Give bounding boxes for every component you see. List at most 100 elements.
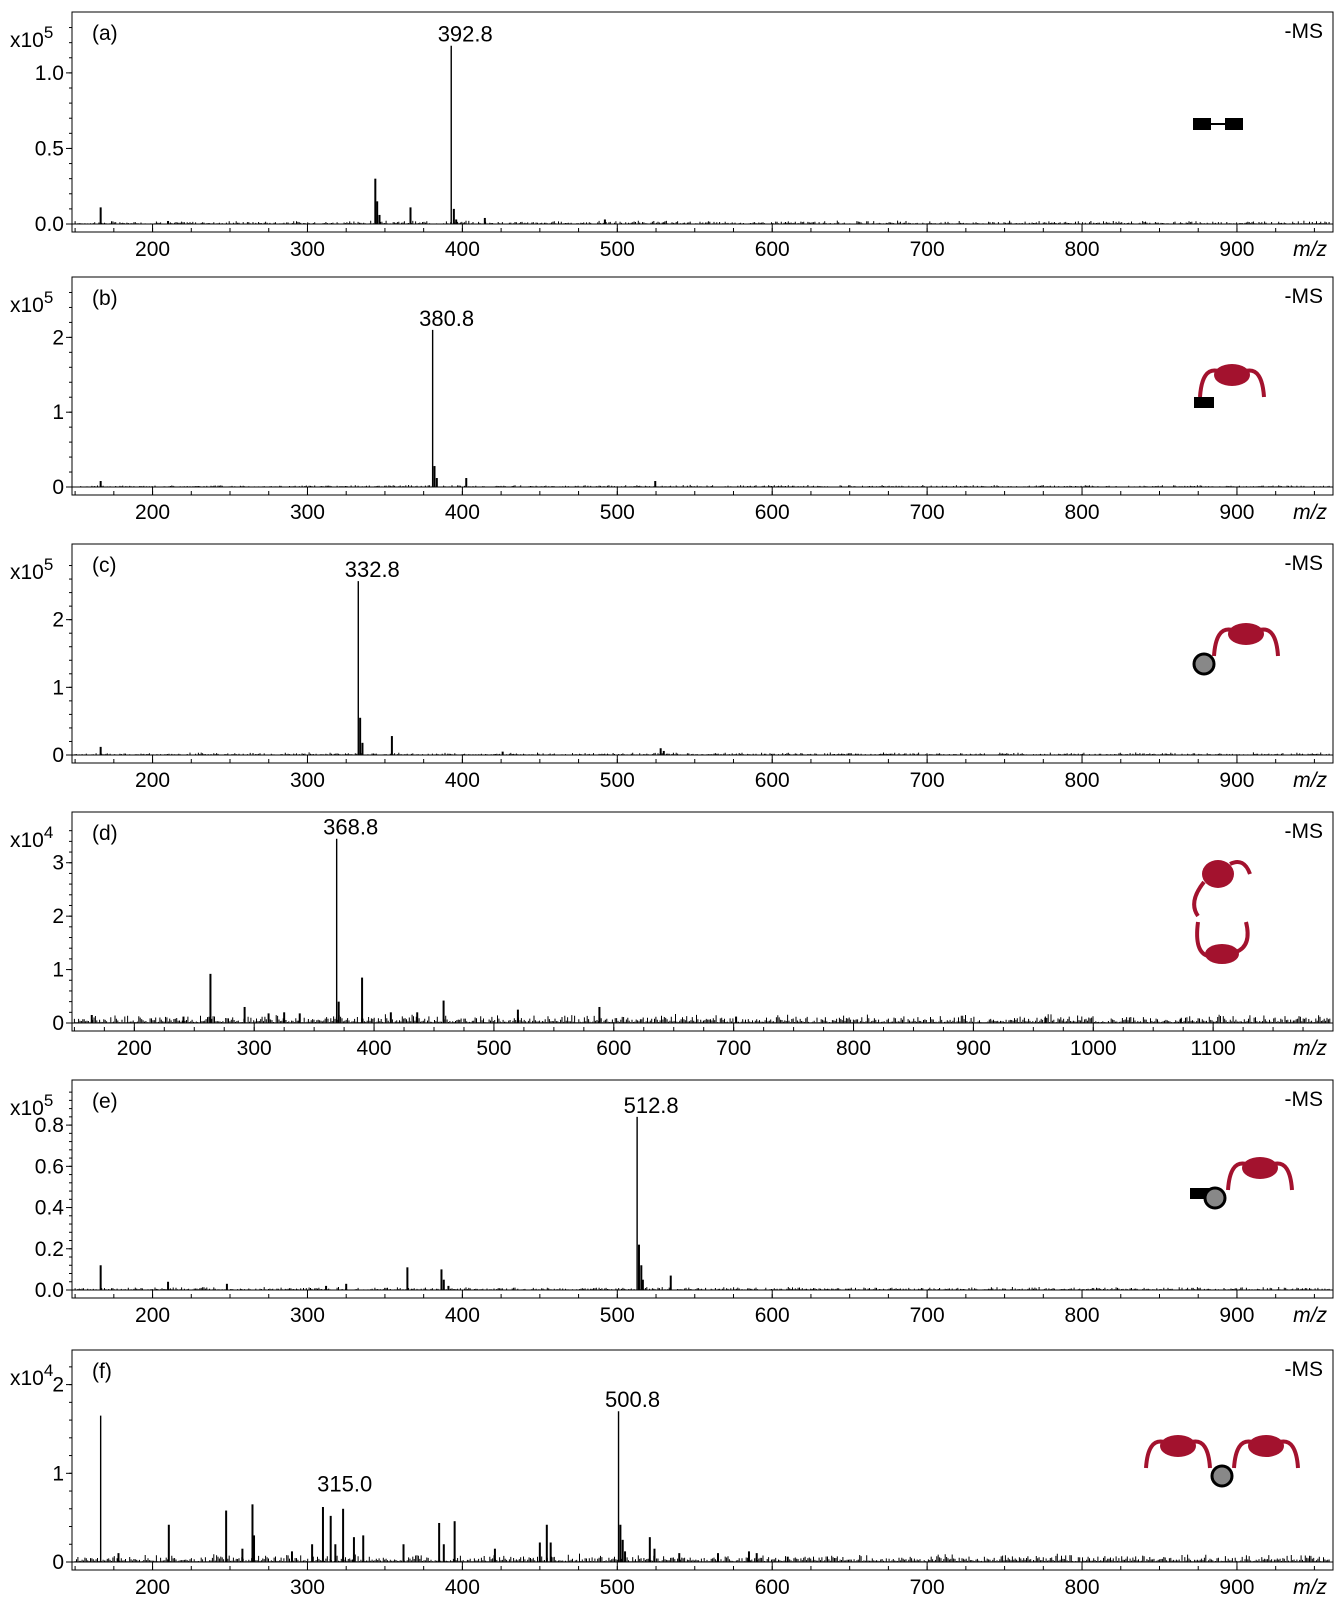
panel-label: (d) (92, 822, 118, 845)
plot-frame (71, 276, 1334, 496)
x-axis-label: m/z (1293, 1037, 1327, 1060)
y-tick-label: 0.4 (35, 1197, 65, 1220)
x-tick-label: 700 (910, 769, 945, 792)
plot-frame (71, 543, 1334, 764)
x-tick-label: 600 (755, 1576, 790, 1599)
square-block (1193, 118, 1211, 130)
x-tick-label: 400 (445, 1304, 480, 1327)
baseline-noise (74, 220, 1330, 224)
two-arcs-icon (1192, 860, 1252, 964)
x-tick-label: 900 (1219, 238, 1254, 261)
y-tick-label: 0.5 (35, 137, 64, 160)
square-block (1225, 118, 1243, 130)
x-tick-label: 1000 (1070, 1037, 1117, 1060)
x-tick-label: 500 (600, 1576, 635, 1599)
molecule-arm (1198, 368, 1219, 398)
baseline-noise (74, 484, 1330, 487)
x-tick-label: 300 (290, 238, 325, 261)
y-tick-label: 1 (52, 401, 64, 424)
y-tick-label: 0.0 (35, 1279, 64, 1302)
x-axis-label: m/z (1293, 501, 1327, 524)
x-tick-label: 400 (445, 769, 480, 792)
molecule-body (1248, 1435, 1284, 1457)
x-tick-label: 1100 (1191, 1037, 1236, 1060)
y-tick-label: 1 (52, 1462, 64, 1485)
molecule-arm (1212, 627, 1233, 657)
x-tick-label: 300 (290, 769, 325, 792)
y-tick-label: 0 (52, 744, 64, 767)
y-tick-label: 0 (52, 1551, 64, 1574)
x-axis-label: m/z (1293, 769, 1327, 792)
x-tick-label: 400 (445, 501, 480, 524)
y-scale-label: x105 (10, 23, 53, 52)
x-axis-label: m/z (1293, 1576, 1327, 1599)
y-tick-label: 0 (52, 1012, 64, 1035)
ms-mode-label: -MS (1285, 20, 1324, 43)
x-tick-label: 500 (600, 501, 635, 524)
molecule-body (1242, 1157, 1278, 1179)
y-tick-label: 1.0 (35, 62, 64, 85)
molecule-arm (1245, 368, 1266, 398)
x-tick-label: 400 (357, 1037, 392, 1060)
molecule-body (1205, 944, 1239, 964)
x-tick-label: 500 (600, 1304, 635, 1327)
molecule-arm (1273, 1161, 1294, 1191)
y-tick-label: 1 (52, 676, 64, 699)
molecule-arm (1259, 627, 1280, 657)
peak-annotation: 368.8 (323, 815, 378, 840)
x-tick-label: 300 (290, 1304, 325, 1327)
x-tick-label: 300 (290, 1576, 325, 1599)
square-block (1194, 397, 1214, 408)
panel-label: (e) (92, 1090, 118, 1113)
y-scale-label: x105 (10, 555, 53, 584)
x-tick-label: 900 (956, 1037, 991, 1060)
circle-with-arc-icon (1192, 623, 1280, 676)
panel-label: (c) (92, 554, 117, 577)
x-tick-label: 900 (1219, 1576, 1254, 1599)
x-tick-label: 600 (596, 1037, 631, 1060)
molecule-arm (1235, 921, 1250, 954)
x-tick-label: 900 (1219, 1304, 1254, 1327)
y-scale-label: x104 (10, 1361, 53, 1390)
molecule-body (1228, 623, 1264, 645)
circle-node (1210, 1464, 1234, 1488)
plot-frame (71, 811, 1334, 1032)
ms-mode-label: -MS (1285, 1358, 1324, 1381)
y-tick-label: 2 (52, 326, 64, 349)
molecule-arm (1195, 921, 1209, 958)
x-tick-label: 900 (1219, 769, 1254, 792)
baseline-noise (74, 1287, 1330, 1290)
spectrum-panel: 0 1 2 x105 200 300 400 500 600 700 800 900 m/z 380.8 (… (10, 276, 1334, 524)
molecule-body (1202, 860, 1234, 888)
ms-mode-label: -MS (1285, 820, 1324, 843)
x-tick-label: 200 (135, 1576, 170, 1599)
y-scale-label: x104 (10, 823, 53, 852)
molecule-body (1214, 364, 1250, 386)
x-tick-label: 300 (237, 1037, 272, 1060)
ms-mode-label: -MS (1285, 1088, 1324, 1111)
x-tick-label: 200 (135, 1304, 170, 1327)
x-tick-label: 300 (290, 501, 325, 524)
y-scale-label: x105 (10, 288, 53, 317)
x-axis-label: m/z (1293, 238, 1327, 261)
x-tick-label: 400 (445, 1576, 480, 1599)
y-tick-label: 0.6 (35, 1155, 64, 1178)
spectrum-panel: 0.0 0.5 1.0 x105 200 300 400 500 600 700 800 900 m/z… (10, 11, 1334, 261)
x-tick-label: 700 (716, 1037, 751, 1060)
x-tick-label: 400 (445, 238, 480, 261)
x-tick-label: 700 (910, 501, 945, 524)
molecule-arm (1191, 1439, 1212, 1469)
x-tick-label: 800 (1065, 238, 1100, 261)
baseline-noise (74, 1553, 1330, 1562)
square-with-arc-icon (1194, 364, 1266, 408)
y-tick-label: 2 (52, 609, 64, 632)
x-tick-label: 800 (1065, 769, 1100, 792)
plot-frame (71, 1349, 1334, 1571)
x-tick-label: 700 (910, 1304, 945, 1327)
x-axis-label: m/z (1293, 1304, 1327, 1327)
y-tick-label: 2 (52, 905, 64, 928)
square-circle-arc-icon (1190, 1157, 1294, 1210)
